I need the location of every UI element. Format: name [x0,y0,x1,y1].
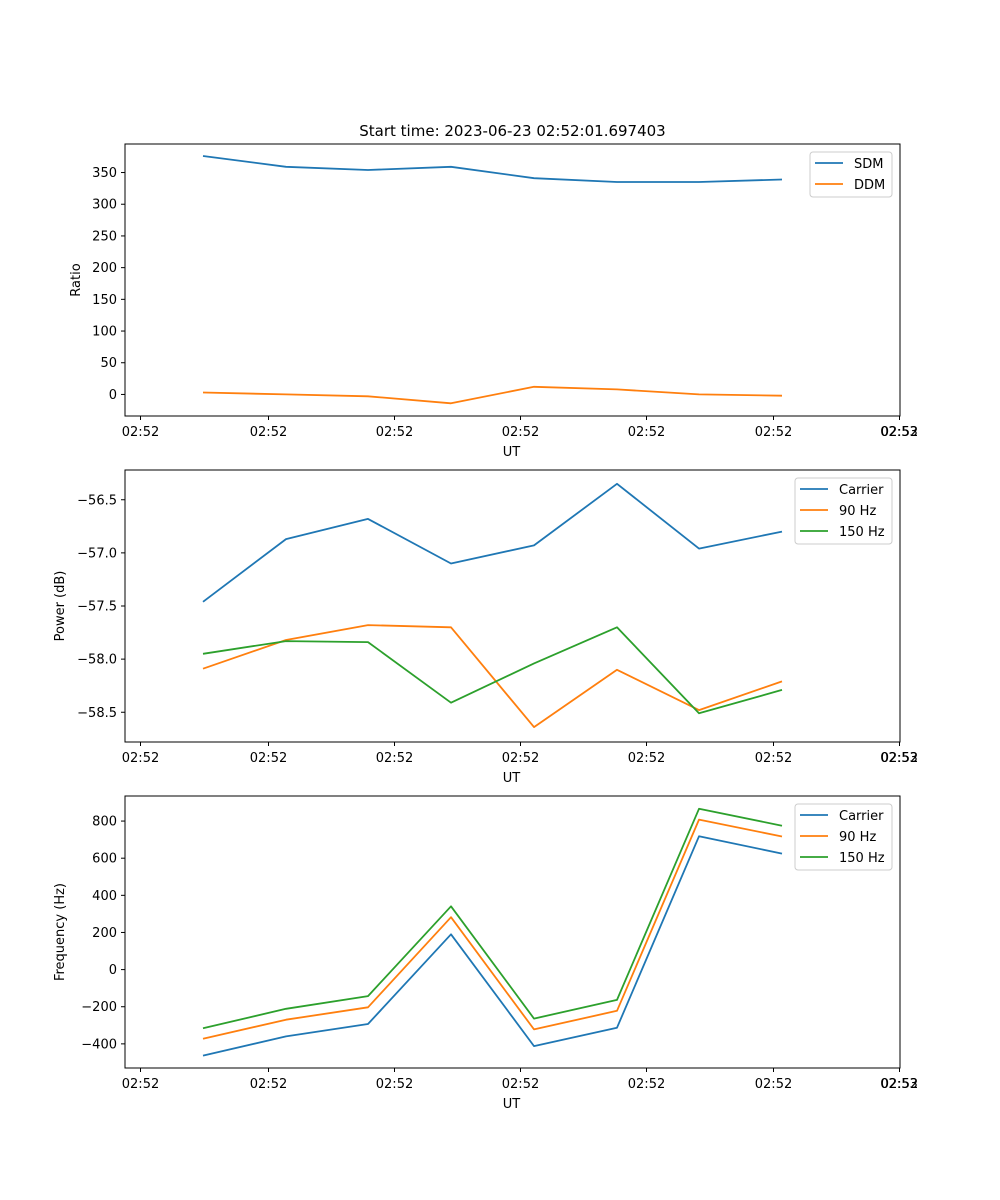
x-tick-label: 02:52 [628,425,665,440]
x-tick-label: 02:52 [755,1077,792,1092]
x-axis-label: UT [503,445,521,460]
legend: Carrier 90 Hz 150 Hz [794,477,893,545]
x-tick-label: 02:52 [122,1077,159,1092]
series-line-ddm [202,385,783,405]
x-tick-label: 02:53 [880,1077,917,1092]
legend-box [794,477,893,545]
y-tick-label: 400 [92,889,117,904]
series-line-sdm [202,155,783,183]
y-tick-label: −57.0 [77,546,117,561]
x-tick-label: 02:52 [755,751,792,766]
series-line-150-hz [202,626,783,715]
subplot-1: 02:52 02:52 02:52 02:52 02:52 02:52 02:5202:53… [69,122,918,460]
y-tick-label: −56.5 [77,493,117,508]
x-tick-label: 02:52 [250,751,287,766]
y-tick-label: 100 [92,325,117,340]
y-tick-label: −200 [81,1000,117,1015]
subplot-3: 02:52 02:52 02:52 02:52 02:52 02:52 02:5202:53… [53,795,918,1112]
y-tick-label: 250 [92,229,117,244]
x-tick-label: 02:52 [628,1077,665,1092]
y-tick-label: −58.5 [77,706,117,721]
series-line-carrier [202,835,783,1057]
x-tick-label: 02:52 [502,751,539,766]
y-tick-label: 200 [92,926,117,941]
y-tick-label: 300 [92,198,117,213]
x-tick-label: 02:52 [122,425,159,440]
x-tick-label: 02:52 [122,751,159,766]
y-tick-label: 50 [100,356,117,371]
y-axis-label: Frequency (Hz) [53,883,68,981]
x-tick-label: 02:52 [881,1077,918,1092]
y-tick-label: −57.5 [77,600,117,615]
y-tick-label: −58.0 [77,653,117,668]
axes-frame [124,469,901,743]
legend-label: SDM [854,157,883,172]
axes-frame [124,795,901,1069]
y-tick-label: 200 [92,261,117,276]
x-tick-label: 02:52 [502,1077,539,1092]
y-tick-label: 350 [92,166,117,181]
x-tick-label: 02:52 [881,751,918,766]
x-tick-label: 02:53 [880,751,917,766]
axes-frame [124,143,901,417]
legend-label: Carrier [839,809,884,824]
x-tick-label: 02:52 [376,425,413,440]
x-tick-label: 02:52 [628,751,665,766]
series-line-90-hz [202,818,783,1040]
y-tick-label: 800 [92,815,117,830]
x-axis-label: UT [503,1097,521,1112]
y-axis-label: Power (dB) [53,571,68,642]
series-line-90-hz [202,624,783,728]
y-tick-label: −400 [81,1037,117,1052]
series-line-carrier [202,482,783,603]
x-tick-label: 02:52 [881,425,918,440]
x-tick-label: 02:52 [376,1077,413,1092]
x-tick-label: 02:52 [250,425,287,440]
x-tick-label: 02:52 [376,751,413,766]
subplot-2: 02:52 02:52 02:52 02:52 02:52 02:52 02:5202:53… [53,469,918,786]
y-tick-label: 0 [109,963,117,978]
x-axis-label: UT [503,771,521,786]
legend: SDM DDM [809,151,893,198]
legend-label: 90 Hz [839,504,876,519]
y-tick-label: 150 [92,293,117,308]
legend-label: DDM [854,178,885,193]
y-tick-label: 600 [92,852,117,867]
legend-label: 150 Hz [839,851,885,866]
chart-title: Start time: 2023-06-23 02:52:01.697403 [359,122,665,140]
legend: Carrier 90 Hz 150 Hz [794,803,893,871]
legend-label: 150 Hz [839,525,885,540]
x-tick-label: 02:52 [502,425,539,440]
x-tick-label: 02:52 [755,425,792,440]
y-axis-label: Ratio [69,263,84,296]
legend-label: 90 Hz [839,830,876,845]
y-tick-label: 0 [109,388,117,403]
series-line-150-hz [202,807,783,1030]
legend-label: Carrier [839,483,884,498]
x-tick-label: 02:52 [250,1077,287,1092]
legend-box [794,803,893,871]
x-tick-label: 02:53 [880,425,917,440]
